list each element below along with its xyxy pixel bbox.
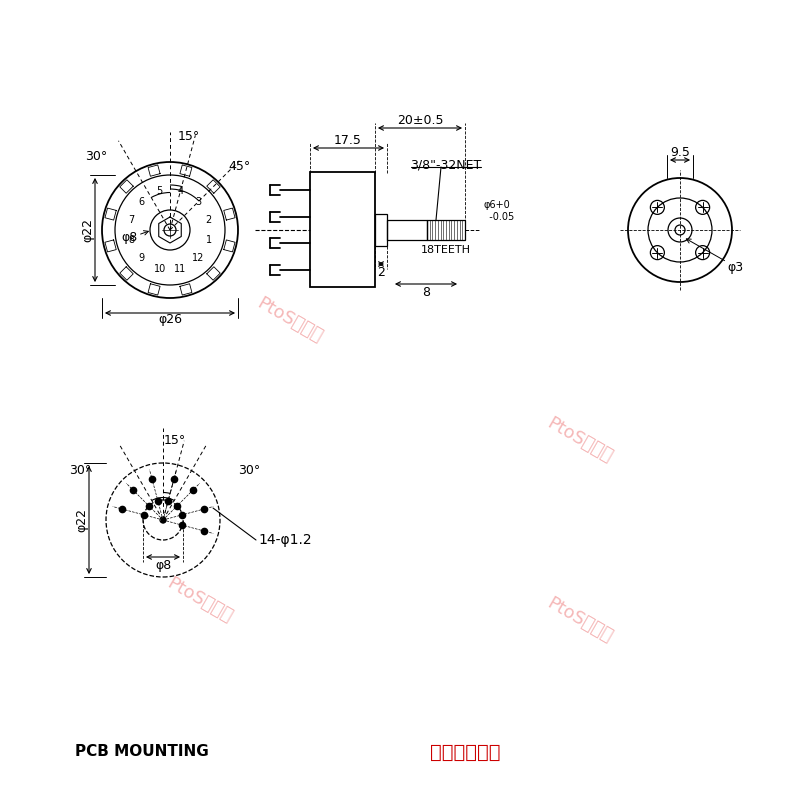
Text: 8: 8 — [128, 235, 134, 246]
Text: PtoS编码器: PtoS编码器 — [164, 574, 236, 626]
Text: 6: 6 — [138, 197, 145, 206]
Text: 30°: 30° — [238, 465, 260, 478]
Text: 2: 2 — [377, 266, 385, 278]
Text: φ3: φ3 — [727, 261, 743, 274]
Text: 18TEETH: 18TEETH — [421, 245, 471, 255]
Text: 10: 10 — [154, 264, 166, 274]
Text: 2: 2 — [206, 214, 212, 225]
Bar — [427, 220, 465, 240]
Text: 17.5: 17.5 — [334, 134, 362, 146]
Text: 8: 8 — [422, 286, 430, 298]
Text: 9.5: 9.5 — [670, 146, 690, 158]
Text: 5: 5 — [157, 186, 162, 196]
Text: 30°: 30° — [69, 465, 91, 478]
Text: 3/8"-32NET: 3/8"-32NET — [410, 158, 482, 171]
Bar — [375, 214, 387, 246]
Text: 9: 9 — [138, 254, 145, 263]
Text: 7: 7 — [128, 214, 134, 225]
Text: 4: 4 — [178, 186, 183, 196]
Text: φ22: φ22 — [75, 508, 89, 532]
Text: 12: 12 — [192, 254, 205, 263]
Bar — [387, 220, 427, 240]
Text: φ8: φ8 — [122, 231, 138, 245]
Text: PtoS编码器: PtoS编码器 — [544, 414, 616, 466]
Text: φ22: φ22 — [82, 218, 94, 242]
Text: 11: 11 — [174, 264, 186, 274]
Text: 3: 3 — [195, 197, 202, 206]
Text: 15°: 15° — [164, 434, 186, 447]
Text: 45°: 45° — [228, 161, 250, 174]
Text: φ26: φ26 — [158, 314, 182, 326]
Text: 梅花柄尺寸图: 梅花柄尺寸图 — [430, 742, 501, 762]
Text: PtoS编码器: PtoS编码器 — [254, 294, 326, 346]
Text: PtoS编码器: PtoS编码器 — [544, 594, 616, 646]
Bar — [310, 172, 375, 287]
Text: 14-φ1.2: 14-φ1.2 — [258, 533, 312, 547]
Text: 15°: 15° — [178, 130, 200, 143]
Text: PCB MOUNTING: PCB MOUNTING — [75, 745, 209, 759]
Text: φ6+0
  -0.05: φ6+0 -0.05 — [483, 200, 514, 222]
Text: 20±0.5: 20±0.5 — [397, 114, 443, 126]
Text: 1: 1 — [206, 235, 212, 246]
Text: 30°: 30° — [85, 150, 107, 163]
Text: φ8: φ8 — [155, 559, 171, 573]
